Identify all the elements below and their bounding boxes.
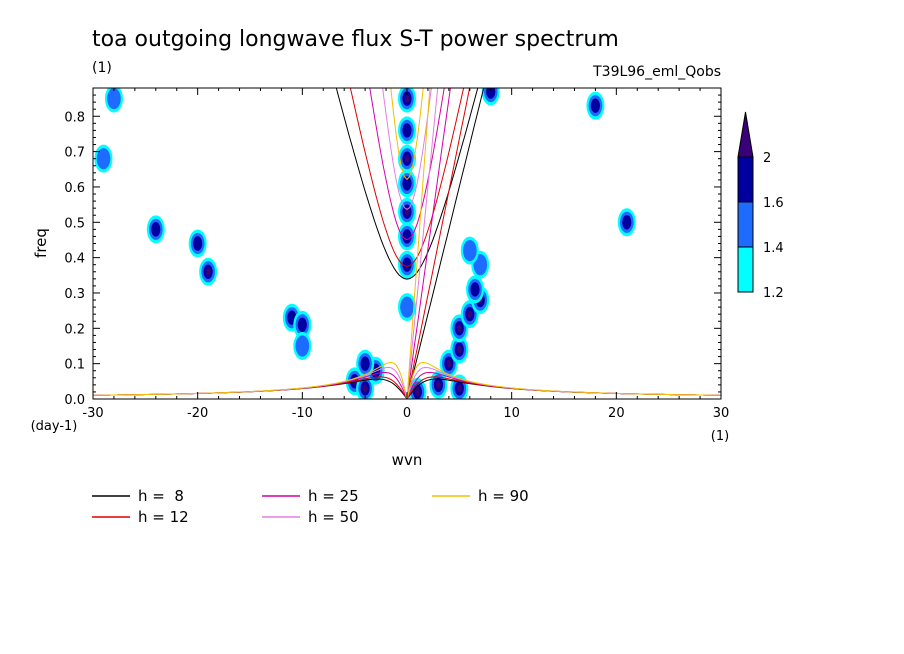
dispersion-curve-kelvin xyxy=(406,88,471,399)
y-tick-label: 0.6 xyxy=(64,181,85,196)
power-blob xyxy=(193,236,203,251)
colorbar-label: 2 xyxy=(763,151,771,166)
x-tick-label: -10 xyxy=(292,406,313,421)
colorbar-segment xyxy=(737,156,754,203)
power-contours xyxy=(94,88,636,399)
colorbar-segment xyxy=(737,201,754,248)
colorbar-label: 1.2 xyxy=(763,286,784,301)
power-blob xyxy=(402,176,412,191)
x-axis-units: (1) xyxy=(711,429,729,444)
power-blob xyxy=(463,239,477,262)
legend-label: h = 8 xyxy=(138,487,184,505)
y-tick-label: 0.5 xyxy=(64,216,85,231)
x-tick-label: 30 xyxy=(713,406,730,421)
power-blob xyxy=(456,384,462,393)
power-blob xyxy=(622,215,632,230)
power-blob xyxy=(360,356,370,371)
legend-label: h = 12 xyxy=(138,508,189,526)
power-blob xyxy=(205,267,211,276)
power-blob xyxy=(404,94,410,103)
power-blob xyxy=(404,207,410,216)
dispersion-curve-inertia-gravity xyxy=(382,88,432,211)
dispersion-curve-inertia-gravity xyxy=(349,88,465,267)
power-blob xyxy=(151,222,161,237)
power-blob xyxy=(486,88,496,99)
y-tick-label: 0.7 xyxy=(64,146,85,161)
x-tick-label: 20 xyxy=(608,406,625,421)
power-blob xyxy=(402,123,412,138)
power-blob xyxy=(400,296,414,318)
y-tick-label: 0.2 xyxy=(64,322,85,337)
y-tick-label: 0.4 xyxy=(64,252,85,267)
legend-label: h = 90 xyxy=(478,487,529,505)
colorbar-extend-arrow xyxy=(737,111,754,158)
power-blob xyxy=(362,384,368,393)
colorbar-segment xyxy=(737,246,754,293)
power-blob xyxy=(470,282,480,297)
dispersion-curve-inertia-gravity xyxy=(390,88,424,181)
power-blob xyxy=(402,257,412,272)
power-blob xyxy=(456,345,462,354)
dispersion-curve-inertia-gravity xyxy=(335,88,479,280)
power-blob xyxy=(297,317,307,332)
dispersion-curve-inertia-gravity xyxy=(369,88,445,241)
axes: -30 -20 -10 0 10 20 30 0.0 0.1 0.2 0.3 0.4 0.5 0.6 0.7… xyxy=(64,88,729,421)
power-blob xyxy=(436,381,441,389)
y-axis-label: freq xyxy=(32,228,50,258)
power-blob xyxy=(402,229,412,244)
legend-label: h = 25 xyxy=(308,487,359,505)
chart-title: toa outgoing longwave flux S-T power spe… xyxy=(92,27,619,52)
x-tick-label: 10 xyxy=(503,406,520,421)
colorbar: 1.2 1.4 1.6 2 xyxy=(737,111,784,301)
colorbar-label: 1.4 xyxy=(763,241,784,256)
colorbar-label: 1.6 xyxy=(763,196,784,211)
power-blob xyxy=(446,359,452,368)
power-blob xyxy=(590,98,601,113)
x-tick-label: -20 xyxy=(187,406,208,421)
power-blob xyxy=(96,148,111,170)
y-tick-label: 0.8 xyxy=(64,110,85,125)
power-blob xyxy=(473,254,488,276)
dispersion-curve-kelvin xyxy=(406,88,485,399)
power-blob xyxy=(404,154,410,163)
x-tick-label: -30 xyxy=(82,406,103,421)
y-tick-label: 0.1 xyxy=(64,358,85,373)
power-blob xyxy=(295,335,310,357)
power-blob xyxy=(467,310,473,318)
power-blob xyxy=(415,388,420,396)
experiment-label: T39L96_eml_Qobs xyxy=(592,64,721,80)
title-units: (1) xyxy=(92,60,112,76)
legend: h = 8 h = 12 h = 25 h = 50 h = 90 xyxy=(92,487,529,526)
power-blob xyxy=(456,324,462,333)
x-tick-label: 0 xyxy=(403,406,411,421)
x-axis-label: wvn xyxy=(392,451,423,469)
legend-label: h = 50 xyxy=(308,508,359,526)
power-blob xyxy=(107,88,121,110)
y-tick-label: 0.3 xyxy=(64,287,85,302)
y-tick-label: 0.0 xyxy=(64,393,85,408)
y-axis-units: (day-1) xyxy=(31,419,78,434)
